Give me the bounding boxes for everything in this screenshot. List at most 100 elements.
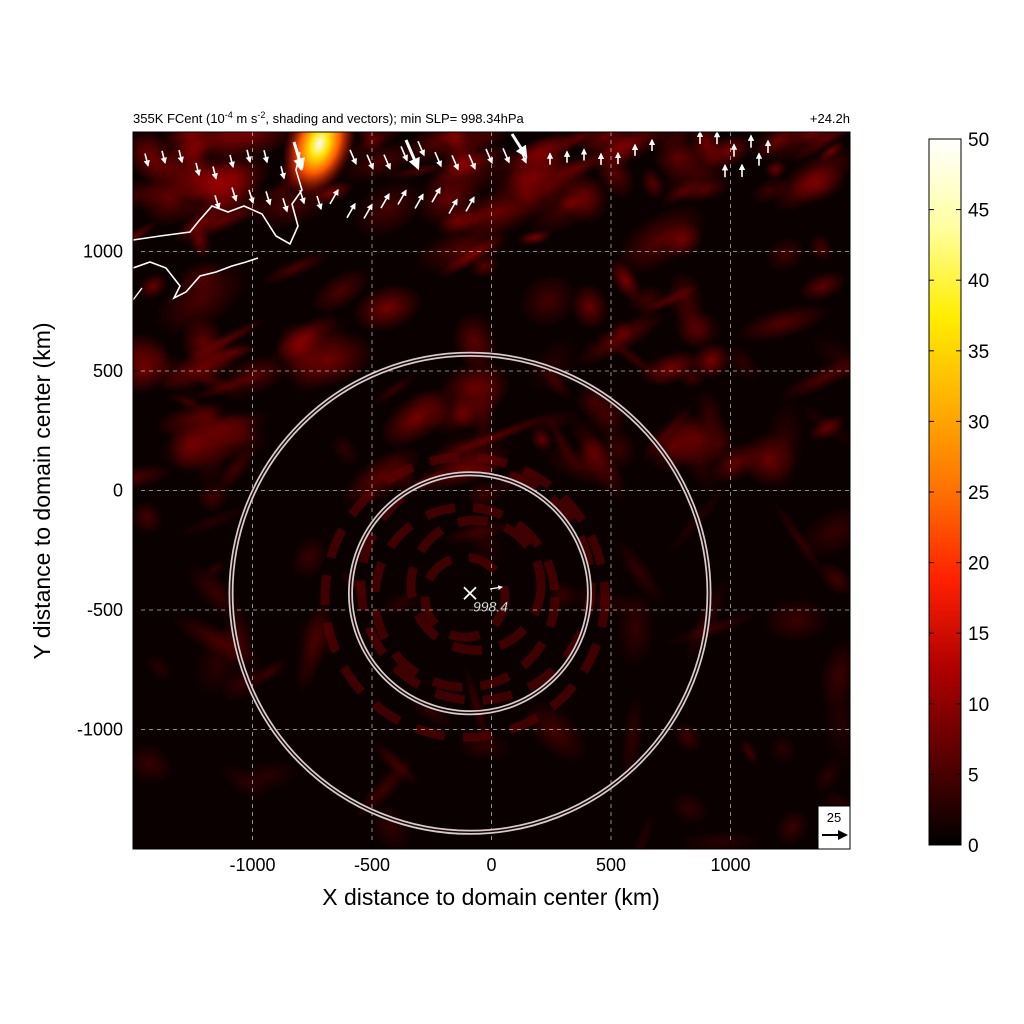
colorbar-tick-label: 25 — [968, 483, 989, 504]
shading-patch — [290, 534, 329, 580]
shading-patch — [739, 738, 760, 766]
shading-patch — [133, 500, 164, 535]
storm-center: 998.4 — [463, 586, 508, 614]
x-tick-label: -1000 — [229, 855, 275, 875]
colorbar-ticks: 0 5 10 15 20 25 30 35 40 45 50 — [929, 130, 989, 857]
shading-patch — [154, 260, 250, 337]
shading-patch — [723, 343, 761, 382]
shading-patch — [594, 328, 671, 388]
shading-patch — [613, 537, 666, 606]
colorbar-tick-label: 45 — [968, 201, 989, 222]
wind-vector — [404, 139, 420, 171]
shading-patch — [798, 271, 847, 302]
shading-patch — [813, 756, 844, 796]
min-slp-label: 998.4 — [473, 598, 508, 614]
storm-center-marker — [463, 586, 477, 600]
forecast-time-label: +24.2h — [810, 111, 850, 126]
coastline-path — [133, 151, 303, 246]
shading-patch — [694, 388, 726, 439]
wind-vector — [468, 154, 476, 170]
shading-patch — [145, 653, 173, 682]
shading-patch — [765, 236, 806, 273]
wind-vector — [292, 141, 305, 171]
wind-vector — [214, 195, 221, 210]
colorbar — [928, 138, 962, 846]
shading-patch — [195, 482, 230, 513]
y-tick-label: -1000 — [77, 720, 123, 740]
shading-patch — [668, 402, 721, 497]
shading-patch — [473, 382, 496, 458]
wind-vector — [316, 195, 323, 211]
wind-vector — [485, 148, 493, 165]
wind-vector — [177, 149, 184, 164]
x-tick-label: -500 — [354, 855, 390, 875]
colorbar-tick-label: 40 — [968, 271, 989, 292]
shading-patch — [330, 433, 360, 467]
shading-patch — [775, 809, 810, 846]
shading-patch — [260, 251, 331, 285]
y-tick-label: 500 — [93, 361, 123, 381]
wind-vector — [248, 189, 255, 205]
radius-ring-core — [230, 353, 710, 834]
shading-patch — [175, 504, 252, 539]
shading-patch — [545, 413, 581, 474]
shading-patch — [187, 222, 212, 259]
wind-vector — [279, 166, 286, 180]
colorbar-tick-label: 0 — [968, 836, 979, 857]
x-axis-ticks: -1000 -500 0 500 1000 — [229, 843, 751, 875]
shading-swirl — [420, 552, 510, 642]
wind-vector — [417, 140, 425, 157]
shading-patch — [570, 283, 609, 330]
wind-vector — [400, 146, 408, 162]
shading-patch — [169, 392, 206, 413]
shading-patch — [352, 284, 423, 333]
shading-patch — [660, 178, 701, 207]
shading-patch — [666, 270, 705, 325]
shading-patch — [576, 132, 633, 156]
shading-patch — [569, 414, 629, 505]
shading-patch — [410, 392, 455, 427]
shading-patch — [551, 151, 607, 183]
x-tick-label: 500 — [596, 855, 626, 875]
y-axis-label: Y distance to domain center (km) — [29, 322, 55, 659]
wind-vector — [211, 166, 218, 180]
shading-patch — [133, 743, 174, 785]
shading-patch — [798, 403, 850, 448]
shading-patch — [818, 561, 850, 597]
coastline-path — [133, 287, 143, 301]
wind-vector — [245, 149, 252, 164]
wind-vector — [262, 149, 269, 164]
shading-patch — [762, 597, 831, 643]
shading-patch — [614, 203, 708, 276]
colorbar-tick-label: 50 — [968, 130, 989, 151]
shading-patch — [352, 178, 425, 239]
wind-vector — [299, 189, 306, 205]
wind-vector — [397, 189, 407, 205]
wind-vector — [502, 148, 510, 164]
shading-patch — [670, 792, 710, 825]
shading-patch — [768, 734, 798, 764]
wind-vector — [434, 151, 442, 168]
colorbar-tick-label: 35 — [968, 342, 989, 363]
wind-vector — [510, 133, 528, 159]
colorbar-tick-label: 5 — [968, 765, 979, 786]
shading-patch — [690, 132, 723, 168]
shading-patch — [609, 259, 642, 302]
shading-patch — [526, 336, 580, 394]
vector-reference-box: 25 — [817, 805, 850, 849]
shading-patch — [575, 310, 666, 367]
wind-vector — [194, 162, 201, 177]
shading-patch — [370, 372, 419, 407]
wind-vector — [231, 187, 238, 202]
shading-patch — [748, 132, 831, 164]
shading-patch — [630, 810, 656, 849]
chart-title: 355K FCent (10-4 m s-2, shading and vect… — [133, 110, 525, 126]
shading-patch — [339, 140, 422, 184]
x-axis-label: X distance to domain center (km) — [322, 884, 659, 910]
wind-vector — [451, 155, 459, 171]
shading-patch — [371, 741, 420, 787]
shading-patch — [692, 342, 731, 379]
wind-vector — [265, 191, 272, 206]
shading-patch — [463, 665, 491, 750]
